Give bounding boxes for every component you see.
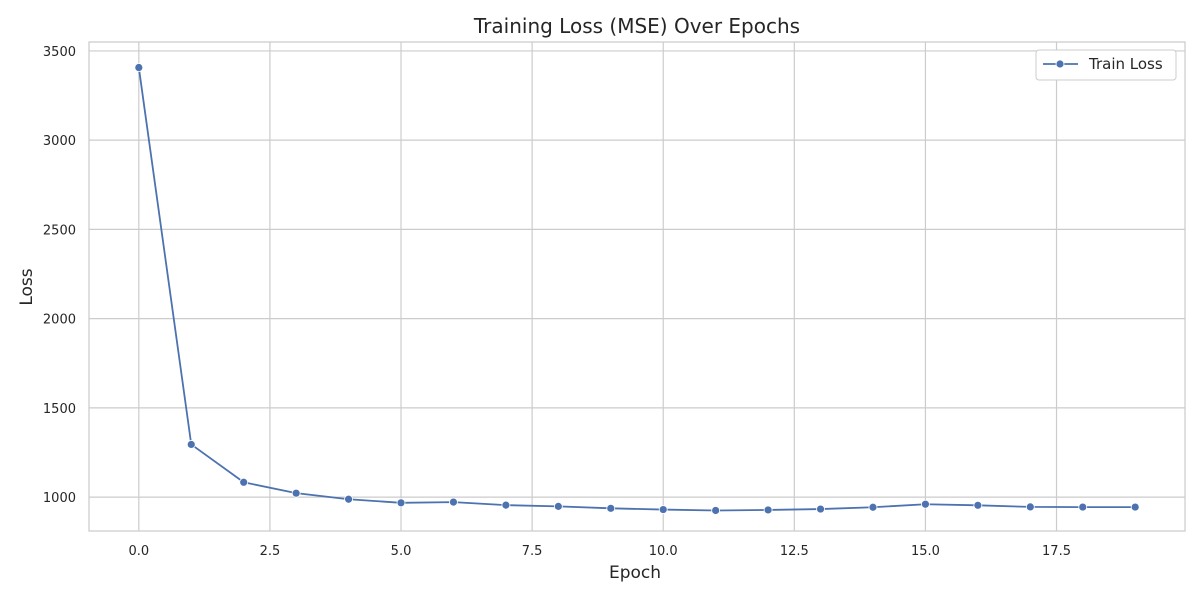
x-tick-label: 0.0 — [128, 544, 149, 559]
data-point — [239, 477, 249, 487]
y-tick-label: 2000 — [43, 313, 76, 328]
data-point — [606, 503, 616, 513]
plot-frame — [88, 41, 1186, 532]
data-point — [186, 440, 196, 449]
x-tick-label: 10.0 — [649, 544, 678, 559]
x-tick-label: 17.5 — [1042, 544, 1071, 559]
data-point — [816, 504, 825, 514]
y-tick-label: 1000 — [43, 491, 76, 506]
data-point — [1078, 502, 1088, 512]
data-point — [1130, 502, 1140, 512]
data-point — [553, 501, 563, 511]
legend: Train Loss — [1035, 49, 1177, 81]
y-axis-label: Loss — [17, 268, 37, 305]
data-point — [658, 505, 668, 514]
x-tick-label: 12.5 — [780, 544, 809, 559]
data-point — [711, 506, 721, 515]
data-point — [763, 505, 773, 515]
series-layer — [134, 63, 1140, 515]
x-axis-label: Epoch — [609, 563, 661, 583]
data-point — [134, 63, 144, 72]
plot-area — [89, 42, 1185, 531]
data-point — [449, 497, 458, 507]
axis-ticks: 0.0 2.5 5.0 7.5 10.0 12.5 15.0 17.5 1000 1500 2000… — [43, 45, 1071, 559]
x-tick-label: 2.5 — [260, 544, 281, 559]
chart-title: Training Loss (MSE) Over Epochs — [473, 14, 800, 38]
x-tick-label: 15.0 — [911, 544, 940, 559]
data-point — [1025, 502, 1035, 512]
legend-series-label: Train Loss — [1088, 55, 1163, 73]
legend-point-marker — [1055, 59, 1065, 69]
data-point — [291, 488, 301, 498]
y-tick-label: 2500 — [43, 223, 76, 238]
series-line — [137, 67, 1136, 512]
data-point — [501, 500, 511, 510]
y-tick-label: 3000 — [43, 134, 76, 149]
data-point — [973, 500, 983, 510]
data-point — [921, 499, 930, 509]
x-tick-label: 5.0 — [391, 544, 412, 559]
x-tick-label: 7.5 — [522, 544, 543, 559]
y-tick-label: 3500 — [43, 45, 76, 60]
grid — [89, 42, 1185, 531]
data-point — [396, 498, 406, 508]
data-point — [868, 502, 878, 512]
legend-box — [1035, 49, 1177, 81]
data-point — [344, 494, 353, 504]
y-tick-label: 1500 — [43, 402, 76, 417]
